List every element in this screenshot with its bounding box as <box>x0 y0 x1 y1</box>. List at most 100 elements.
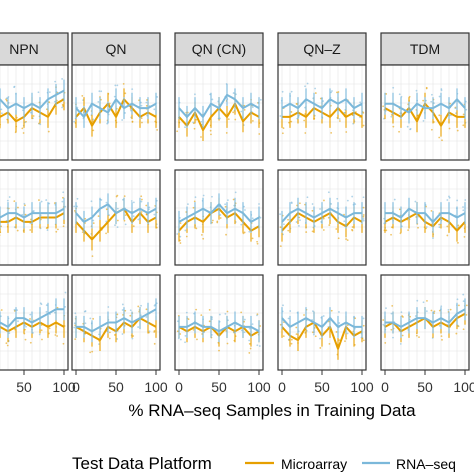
raw-point <box>319 337 321 340</box>
facet-panel <box>174 274 264 371</box>
series-line <box>179 321 260 333</box>
raw-point <box>234 191 237 194</box>
raw-point <box>140 104 143 107</box>
raw-point <box>295 221 298 223</box>
raw-point <box>29 229 32 231</box>
raw-point <box>140 117 143 120</box>
panel-border <box>277 64 367 161</box>
raw-point <box>240 223 243 226</box>
raw-point <box>382 105 385 108</box>
raw-point <box>312 310 314 313</box>
raw-point <box>251 106 254 109</box>
x-tick-label: 50 <box>211 379 227 395</box>
raw-point <box>108 337 111 340</box>
raw-point <box>92 219 95 222</box>
raw-point <box>225 233 227 236</box>
raw-point <box>303 119 306 122</box>
raw-point <box>83 310 86 313</box>
raw-point <box>248 352 251 354</box>
raw-point <box>53 100 56 103</box>
raw-point <box>336 197 339 200</box>
raw-point <box>359 101 362 104</box>
raw-point <box>176 320 179 323</box>
raw-point <box>145 308 148 311</box>
raw-point <box>385 229 388 232</box>
raw-point <box>338 311 340 313</box>
raw-point <box>362 215 365 218</box>
raw-point <box>218 349 220 352</box>
panel-border <box>71 169 161 266</box>
raw-point <box>124 92 127 95</box>
raw-point <box>194 196 197 199</box>
raw-point <box>193 127 196 130</box>
raw-point <box>153 304 156 307</box>
raw-point <box>211 221 214 224</box>
raw-point <box>298 202 301 205</box>
raw-point <box>385 93 388 95</box>
raw-point <box>56 335 59 337</box>
raw-point <box>148 206 151 209</box>
raw-point <box>64 305 67 308</box>
raw-point <box>25 325 27 328</box>
raw-point <box>73 120 76 123</box>
raw-point <box>465 108 468 111</box>
raw-point <box>226 310 229 313</box>
raw-point <box>330 309 333 312</box>
raw-point <box>37 91 40 94</box>
raw-point <box>130 200 133 202</box>
raw-point <box>74 338 77 341</box>
raw-point <box>279 115 282 117</box>
raw-point <box>432 237 434 239</box>
facet-panel <box>174 64 264 161</box>
raw-point <box>0 309 3 311</box>
facet-panel <box>0 64 69 161</box>
raw-point <box>179 242 182 244</box>
raw-point <box>465 313 468 316</box>
panel-border <box>0 64 69 161</box>
raw-point <box>393 198 396 201</box>
raw-point <box>243 331 246 334</box>
raw-point <box>105 208 108 211</box>
raw-point <box>5 99 8 102</box>
raw-point <box>108 214 110 216</box>
raw-point <box>406 125 409 128</box>
raw-point <box>259 216 262 219</box>
raw-point <box>145 213 148 216</box>
series-line <box>178 93 260 118</box>
raw-point <box>45 199 48 201</box>
raw-point <box>392 336 394 339</box>
raw-point <box>248 327 251 330</box>
facet-strip: QN (CN) <box>174 32 264 66</box>
raw-point <box>362 218 365 220</box>
raw-point <box>184 334 187 337</box>
raw-point <box>185 235 188 238</box>
raw-point <box>430 209 433 212</box>
raw-point <box>290 342 293 345</box>
legend: Test Data Platform Microarray RNA–seq <box>72 454 456 473</box>
raw-point <box>345 238 347 240</box>
raw-point <box>398 208 401 211</box>
raw-point <box>29 318 31 320</box>
raw-point <box>391 305 394 307</box>
raw-point <box>187 203 189 205</box>
raw-point <box>227 319 229 322</box>
raw-point <box>209 129 212 132</box>
raw-point <box>61 78 64 80</box>
raw-point <box>232 92 235 94</box>
raw-point <box>176 233 179 235</box>
raw-point <box>105 220 108 223</box>
raw-point <box>458 304 460 307</box>
raw-point <box>124 112 126 114</box>
raw-point <box>449 308 452 311</box>
raw-point <box>311 203 314 205</box>
raw-point <box>346 199 349 202</box>
raw-point <box>81 94 84 97</box>
raw-point <box>311 209 314 212</box>
raw-point <box>287 218 289 221</box>
series-line <box>0 308 64 328</box>
raw-point <box>114 84 117 87</box>
raw-point <box>407 229 410 231</box>
raw-point <box>24 121 27 124</box>
raw-point <box>338 339 341 342</box>
raw-point <box>98 90 101 93</box>
